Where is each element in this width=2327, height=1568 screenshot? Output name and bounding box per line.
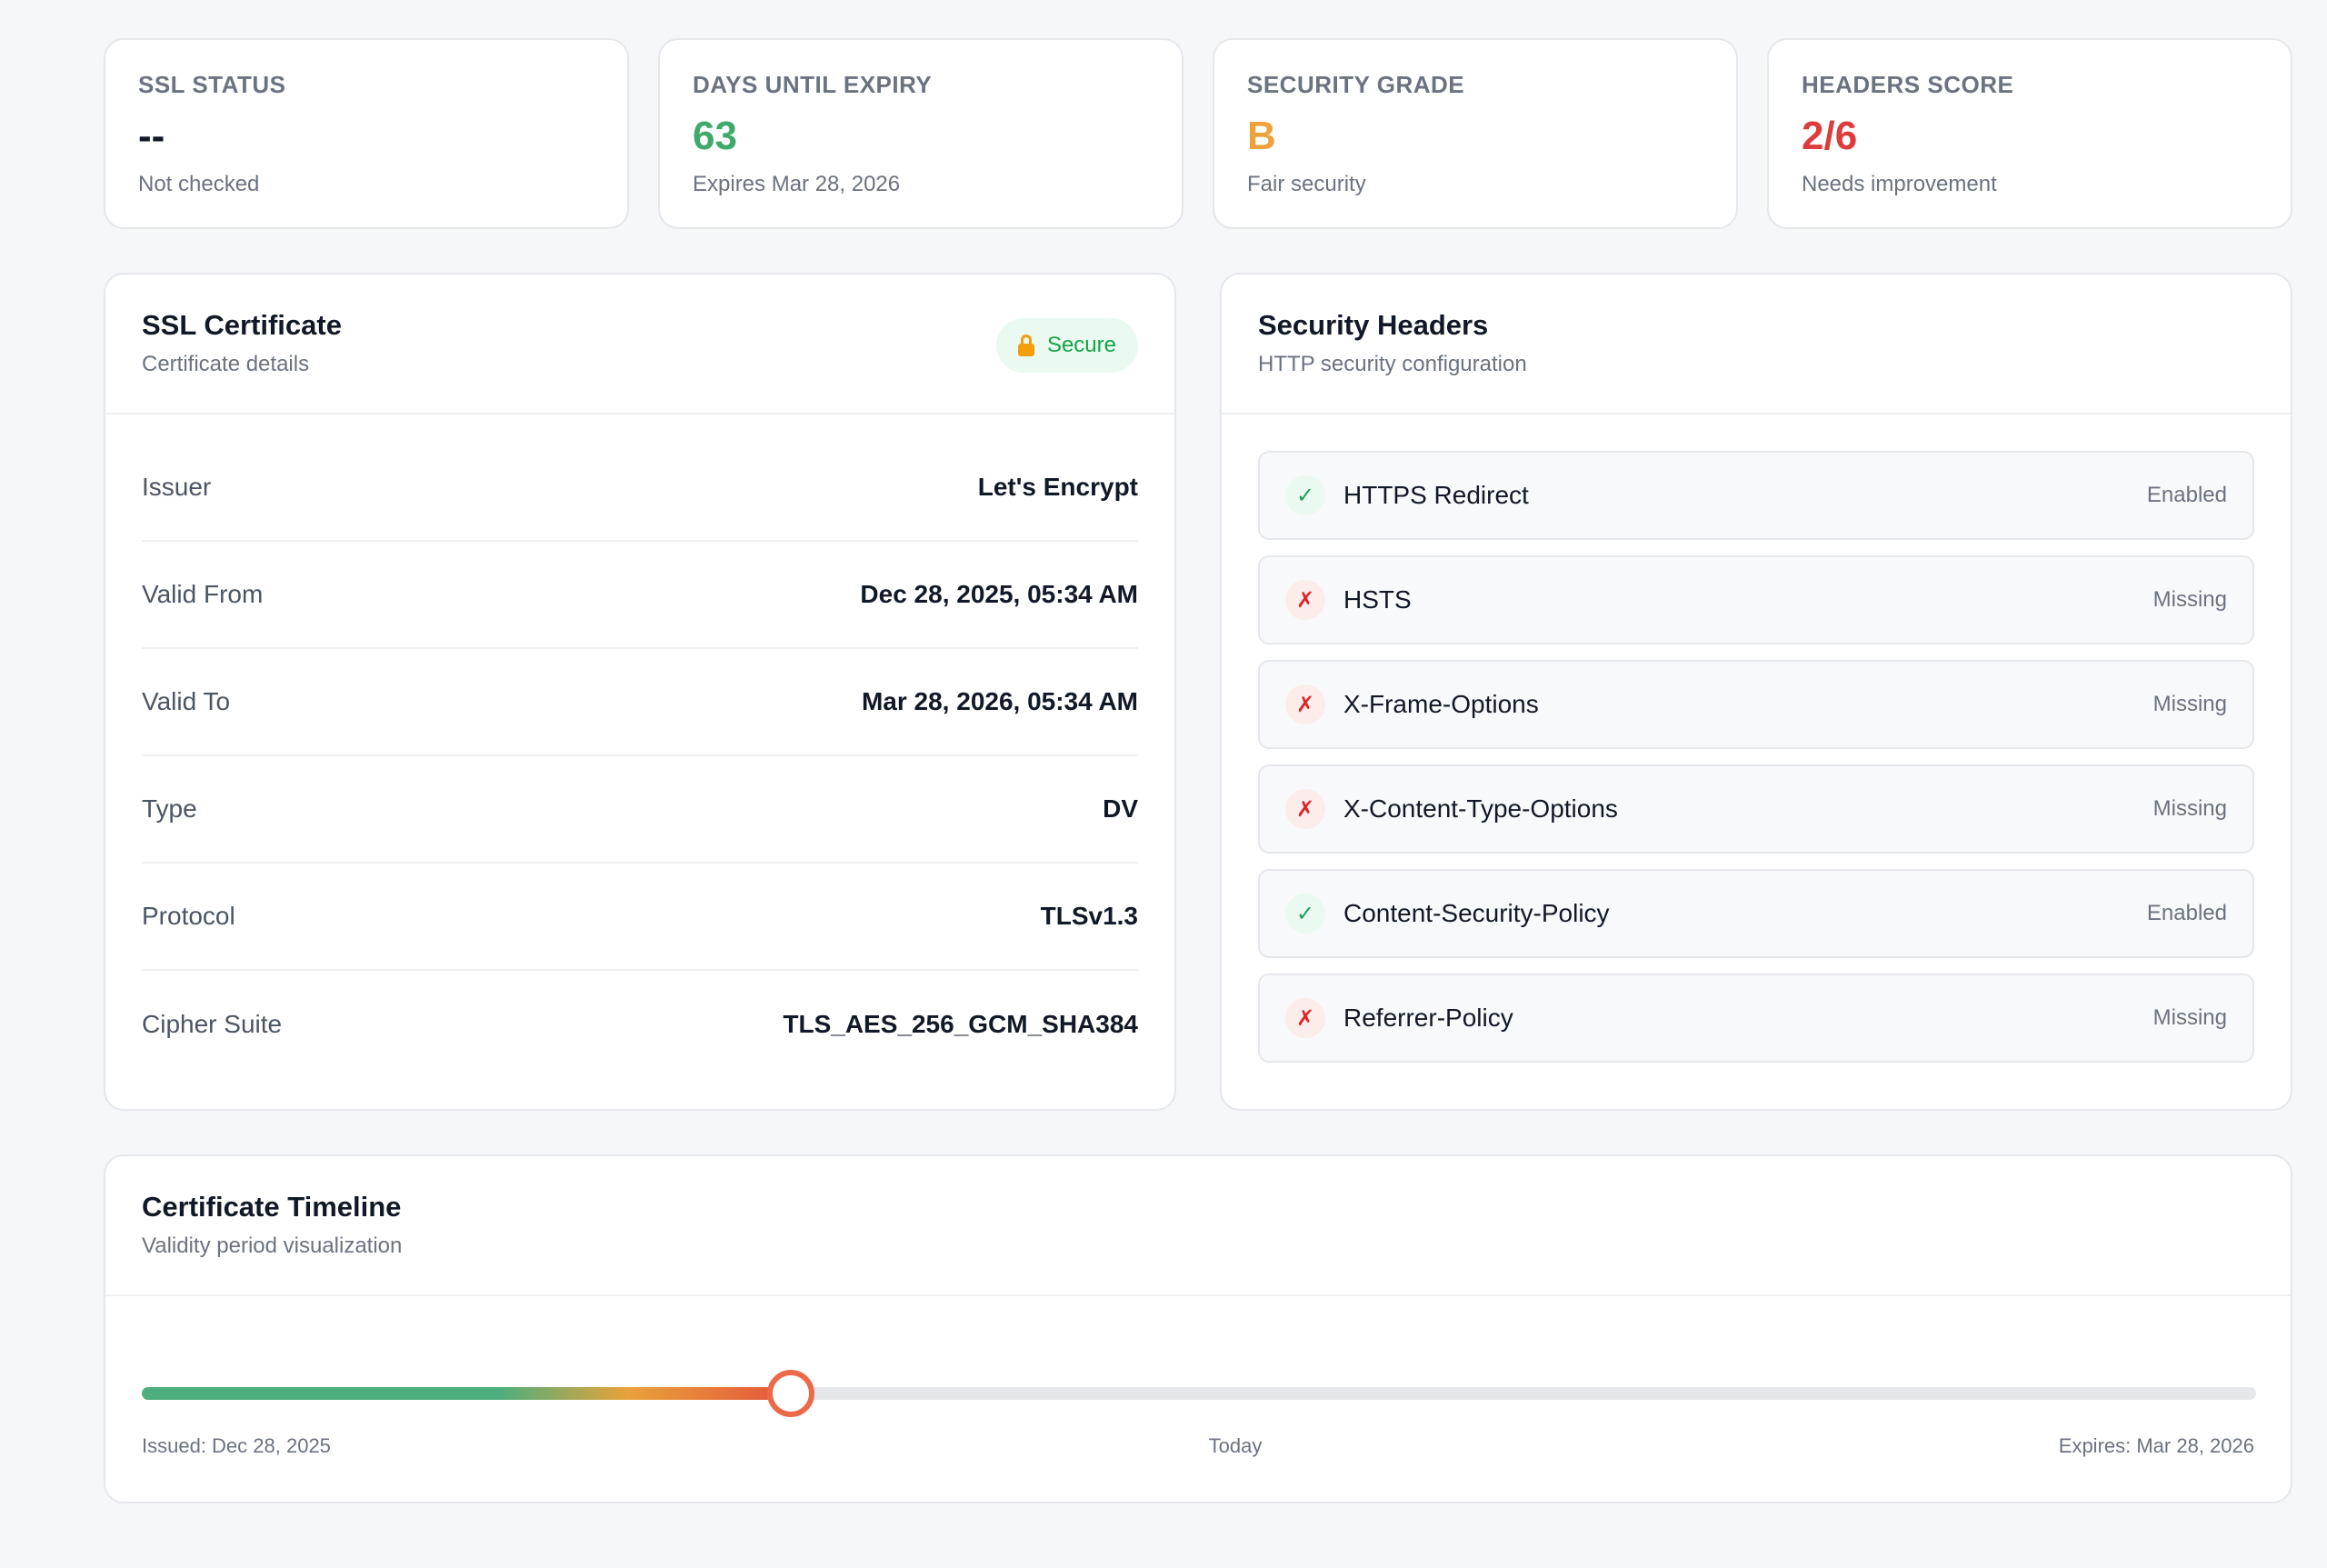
header-status: Enabled — [2146, 483, 2227, 507]
detail-row: Cipher Suite TLS_AES_256_GCM_SHA384 — [142, 971, 1138, 1078]
stat-subtext: Needs improvement — [1802, 172, 1997, 196]
detail-value: Let's Encrypt — [977, 473, 1138, 501]
detail-value: Dec 28, 2025, 05:34 AM — [860, 580, 1138, 608]
panel-header: Certificate Timeline Validity period vis… — [105, 1156, 2291, 1296]
lock-icon — [1017, 335, 1034, 356]
stat-label: SSL STATUS — [138, 71, 286, 98]
cross-icon: ✗ — [1285, 684, 1325, 724]
check-icon: ✓ — [1285, 894, 1325, 934]
detail-value: Mar 28, 2026, 05:34 AM — [861, 687, 1138, 715]
panel-subtitle: HTTP security configuration — [1258, 352, 1527, 376]
header-status: Missing — [2152, 587, 2227, 612]
stat-label: SECURITY GRADE — [1247, 71, 1465, 98]
panel-title: SSL Certificate — [142, 309, 342, 341]
header-item-content-security-policy: ✓ Content-Security-Policy Enabled — [1258, 869, 2254, 958]
issued-label: Issued: Dec 28, 2025 — [142, 1434, 331, 1457]
today-label: Today — [1208, 1434, 1263, 1457]
header-item-referrer-policy: ✗ Referrer-Policy Missing — [1258, 974, 2254, 1063]
badge-label: Secure — [1046, 333, 1116, 357]
ssl-certificate-panel: SSL Certificate Certificate details Secu… — [104, 273, 1176, 1111]
detail-row: Valid To Mar 28, 2026, 05:34 AM — [142, 649, 1138, 756]
cross-icon: ✗ — [1285, 580, 1325, 620]
header-item-hsts: ✗ HSTS Missing — [1258, 555, 2254, 644]
detail-label: Protocol — [142, 902, 235, 930]
panel-subtitle: Validity period visualization — [142, 1233, 403, 1258]
stat-subtext: Not checked — [138, 172, 260, 196]
detail-row: Type DV — [142, 756, 1138, 864]
stat-value: 63 — [693, 114, 737, 158]
stat-label: DAYS UNTIL EXPIRY — [693, 71, 933, 98]
panel-title: Security Headers — [1258, 309, 1489, 341]
header-name: HTTPS Redirect — [1343, 481, 1529, 509]
detail-label: Cipher Suite — [142, 1010, 283, 1038]
cross-icon: ✗ — [1285, 998, 1325, 1038]
stat-subtext: Expires Mar 28, 2026 — [693, 172, 901, 196]
detail-label: Valid To — [142, 687, 231, 715]
header-name: Referrer-Policy — [1343, 1004, 1513, 1032]
detail-row: Issuer Let's Encrypt — [142, 434, 1138, 542]
detail-value: TLSv1.3 — [1040, 902, 1138, 930]
today-marker — [767, 1370, 815, 1417]
validity-progress-fill — [142, 1387, 792, 1400]
security-headers-panel: Security Headers HTTP security configura… — [1220, 273, 2292, 1111]
header-name: HSTS — [1343, 585, 1412, 614]
check-icon: ✓ — [1285, 475, 1325, 515]
detail-row: Protocol TLSv1.3 — [142, 864, 1138, 971]
detail-label: Issuer — [142, 473, 212, 501]
header-item-x-frame-options: ✗ X-Frame-Options Missing — [1258, 660, 2254, 749]
detail-value: DV — [1103, 794, 1138, 823]
header-name: Content-Security-Policy — [1343, 899, 1610, 927]
certificate-timeline-panel: Certificate Timeline Validity period vis… — [104, 1154, 2292, 1503]
stat-card-headers-score: HEADERS SCORE 2/6 Needs improvement — [1767, 38, 2292, 229]
timeline-body: Issued: Dec 28, 2025 Today Expires: Mar … — [105, 1296, 2291, 1503]
header-name: X-Frame-Options — [1343, 690, 1539, 718]
stat-card-ssl-status: SSL STATUS -- Not checked — [104, 38, 629, 229]
detail-value: TLS_AES_256_GCM_SHA384 — [783, 1010, 1138, 1038]
stat-value: B — [1247, 114, 1276, 158]
header-name: X-Content-Type-Options — [1343, 794, 1618, 823]
header-status: Enabled — [2146, 901, 2227, 925]
header-status: Missing — [2152, 692, 2227, 716]
expires-label: Expires: Mar 28, 2026 — [2058, 1434, 2254, 1457]
stat-value: -- — [138, 114, 165, 158]
header-status: Missing — [2152, 796, 2227, 821]
detail-label: Type — [142, 794, 197, 823]
stat-value: 2/6 — [1802, 114, 1858, 158]
stat-card-days-until-expiry: DAYS UNTIL EXPIRY 63 Expires Mar 28, 202… — [658, 38, 1183, 229]
cross-icon: ✗ — [1285, 789, 1325, 829]
detail-label: Valid From — [142, 580, 264, 608]
detail-row: Valid From Dec 28, 2025, 05:34 AM — [142, 542, 1138, 649]
stat-card-security-grade: SECURITY GRADE B Fair security — [1213, 38, 1738, 229]
header-status: Missing — [2152, 1005, 2227, 1030]
panel-subtitle: Certificate details — [142, 352, 310, 376]
panel-title: Certificate Timeline — [142, 1191, 402, 1223]
panel-header: SSL Certificate Certificate details Secu… — [105, 275, 1174, 414]
headers-list: ✓ HTTPS Redirect Enabled ✗ HSTS Missing … — [1222, 414, 2291, 1063]
header-item-https-redirect: ✓ HTTPS Redirect Enabled — [1258, 451, 2254, 540]
validity-progress-track — [142, 1370, 2256, 1417]
stat-label: HEADERS SCORE — [1802, 71, 2014, 98]
panel-header: Security Headers HTTP security configura… — [1222, 275, 2291, 414]
stat-subtext: Fair security — [1247, 172, 1366, 196]
status-badge: Secure — [995, 318, 1138, 373]
header-item-x-content-type-options: ✗ X-Content-Type-Options Missing — [1258, 764, 2254, 854]
certificate-details: Issuer Let's Encrypt Valid From Dec 28, … — [105, 414, 1174, 1078]
